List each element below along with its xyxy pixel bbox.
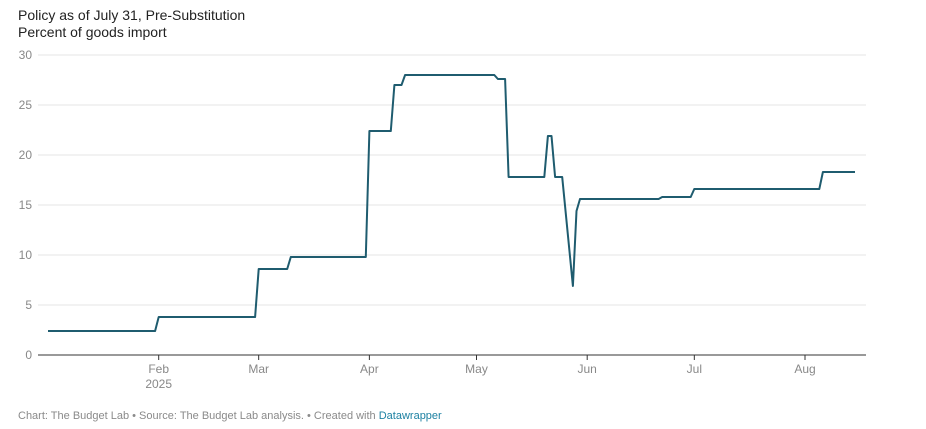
y-axis: 0 5 10 15 20 25 30 bbox=[19, 48, 33, 362]
y-tick-label-30: 30 bbox=[19, 48, 33, 62]
y-tick-label-5: 5 bbox=[25, 298, 32, 312]
series bbox=[48, 74, 855, 332]
series-line-0 bbox=[48, 74, 855, 332]
x-tick-label-jun: Jun bbox=[578, 362, 597, 376]
x-tick-sublabel-2025: 2025 bbox=[145, 377, 172, 391]
datawrapper-link[interactable]: Datawrapper bbox=[378, 410, 442, 422]
chart-footer: Chart: The Budget Lab • Source: The Budg… bbox=[18, 410, 442, 422]
footer-credit: Chart: The Budget Lab • Source: The Budg… bbox=[18, 410, 379, 422]
chart-subtitle: Percent of goods import bbox=[18, 24, 167, 40]
y-tick-label-10: 10 bbox=[19, 248, 33, 262]
x-tick-label-may: May bbox=[465, 362, 488, 376]
x-tick-label-aug: Aug bbox=[794, 362, 815, 376]
chart-title: Policy as of July 31, Pre-Substitution bbox=[18, 7, 246, 23]
x-tick-label-apr: Apr bbox=[360, 362, 379, 376]
y-tick-label-15: 15 bbox=[19, 198, 33, 212]
grid bbox=[38, 54, 866, 306]
x-tick-label-mar: Mar bbox=[248, 362, 269, 376]
x-tick-label-feb: Feb bbox=[148, 362, 169, 376]
y-tick-label-20: 20 bbox=[19, 148, 33, 162]
y-tick-label-25: 25 bbox=[19, 98, 33, 112]
x-tick-label-jul: Jul bbox=[687, 362, 702, 376]
y-tick-label-0: 0 bbox=[25, 348, 32, 362]
